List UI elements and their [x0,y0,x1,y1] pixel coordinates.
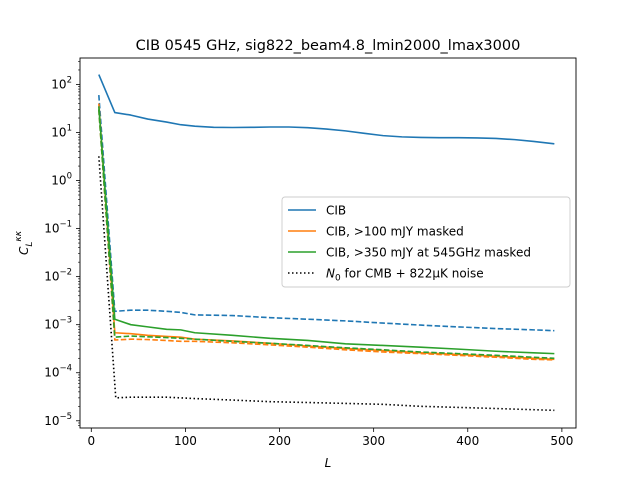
legend-item-label: CIB, >350 mJY at 545GHz masked [326,246,531,260]
x-tick-label: 0 [87,434,95,448]
series-line-5 [98,109,555,360]
legend-item-label: CIB [326,204,346,218]
x-tick-label: 400 [456,434,479,448]
x-tick-label: 300 [362,434,385,448]
x-axis-title: L [325,456,332,470]
legend-item-label: N0 for CMB + 822μK noise [326,267,484,284]
series-line-1 [98,95,555,332]
x-tick-label: 500 [550,434,573,448]
x-tick-label: 100 [174,434,197,448]
series-line-0 [98,74,555,145]
legend-box [281,196,571,288]
legend: CIB CIB, >100 mJY masked CIB, >350 mJY at … [281,196,571,288]
legend-item-label: CIB, >100 mJY masked [326,225,464,239]
x-axis: 0 100 200 300 400 500 [87,428,573,448]
series-line-3 [98,109,555,361]
x-tick-label: 200 [268,434,291,448]
series-line-6 [98,156,555,412]
series-line-4 [98,106,555,355]
plot-area [98,74,555,412]
chart-title: CIB 0545 GHz, sig822_beam4.8_lmin2000_lm… [136,38,521,54]
